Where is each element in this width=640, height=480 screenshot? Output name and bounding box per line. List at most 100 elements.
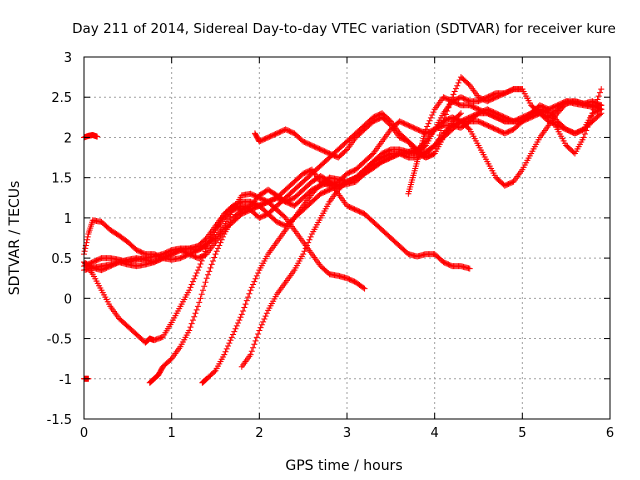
- data-point: [457, 94, 464, 101]
- data-point: [558, 100, 565, 107]
- data-point: [409, 124, 416, 131]
- data-point: [247, 287, 254, 294]
- data-point: [233, 322, 240, 329]
- data-point: [242, 205, 249, 212]
- data-point: [598, 86, 605, 93]
- data-point: [300, 251, 307, 258]
- data-point: [273, 130, 280, 137]
- data-point: [590, 102, 597, 109]
- data-point: [197, 253, 204, 260]
- data-point: [271, 131, 278, 138]
- data-point: [287, 128, 294, 135]
- data-point: [427, 152, 434, 159]
- data-point: [415, 126, 422, 133]
- data-point: [493, 126, 500, 133]
- data-point: [206, 268, 213, 275]
- data-point: [595, 93, 602, 100]
- data-point: [233, 205, 240, 212]
- data-point: [288, 129, 295, 136]
- data-point: [302, 139, 309, 146]
- data-point: [216, 242, 223, 249]
- data-point: [315, 183, 322, 190]
- data-point: [400, 120, 407, 127]
- data-point: [315, 145, 322, 152]
- data-point: [236, 203, 243, 210]
- series-6: [81, 74, 605, 274]
- data-point: [449, 98, 456, 105]
- data-point: [203, 275, 210, 282]
- x-axis-label: GPS time / hours: [285, 458, 402, 474]
- data-point: [196, 246, 203, 253]
- data-point: [192, 272, 199, 279]
- data-point: [283, 126, 290, 133]
- data-point: [485, 110, 492, 117]
- data-point: [483, 121, 490, 128]
- data-point: [194, 303, 201, 310]
- data-point: [88, 263, 95, 270]
- data-point: [325, 270, 332, 277]
- data-point: [494, 114, 501, 121]
- data-point: [486, 93, 493, 100]
- data-point: [211, 368, 218, 375]
- data-point: [240, 206, 247, 213]
- data-point: [306, 236, 313, 243]
- data-point: [268, 197, 275, 204]
- data-point: [386, 121, 393, 128]
- data-point: [257, 214, 264, 221]
- data-point: [327, 151, 334, 158]
- data-point: [447, 262, 454, 269]
- data-point: [322, 188, 329, 195]
- data-point: [556, 101, 563, 108]
- data-point: [509, 86, 516, 93]
- data-point: [188, 281, 195, 288]
- data-point: [173, 248, 180, 255]
- data-point: [215, 245, 222, 252]
- data-point: [390, 153, 397, 160]
- data-point: [540, 103, 547, 110]
- data-point: [345, 275, 352, 282]
- data-point: [221, 351, 228, 358]
- data-point: [475, 118, 482, 125]
- data-point: [260, 136, 267, 143]
- data-point: [426, 152, 433, 159]
- data-point: [394, 151, 401, 158]
- data-point: [186, 287, 193, 294]
- data-point: [354, 207, 361, 214]
- data-point: [186, 327, 193, 334]
- data-point: [250, 344, 257, 351]
- data-point: [467, 102, 474, 109]
- data-point: [286, 200, 293, 207]
- data-point: [596, 106, 603, 113]
- data-point: [84, 236, 91, 243]
- data-point: [278, 197, 285, 204]
- data-point: [154, 257, 161, 264]
- data-point: [350, 167, 357, 174]
- data-point: [598, 106, 605, 113]
- data-point: [498, 116, 505, 123]
- data-point: [156, 256, 163, 263]
- data-point: [177, 255, 184, 262]
- data-point: [285, 199, 292, 206]
- data-point: [555, 101, 562, 108]
- data-point: [346, 203, 353, 210]
- data-point: [278, 128, 285, 135]
- data-point: [505, 128, 512, 135]
- data-point: [94, 256, 101, 263]
- data-point: [480, 120, 487, 127]
- data-point: [389, 153, 396, 160]
- data-point: [470, 103, 477, 110]
- data-point: [308, 190, 315, 197]
- data-point: [581, 130, 588, 137]
- data-point: [268, 132, 275, 139]
- data-point: [462, 116, 469, 123]
- data-point: [332, 183, 339, 190]
- data-point: [501, 130, 508, 137]
- data-point: [494, 126, 501, 133]
- data-point: [397, 135, 404, 142]
- data-point: [194, 247, 201, 254]
- x-tick-label: 4: [431, 426, 439, 441]
- data-point: [307, 141, 314, 148]
- data-point: [349, 205, 356, 212]
- data-point: [387, 154, 394, 161]
